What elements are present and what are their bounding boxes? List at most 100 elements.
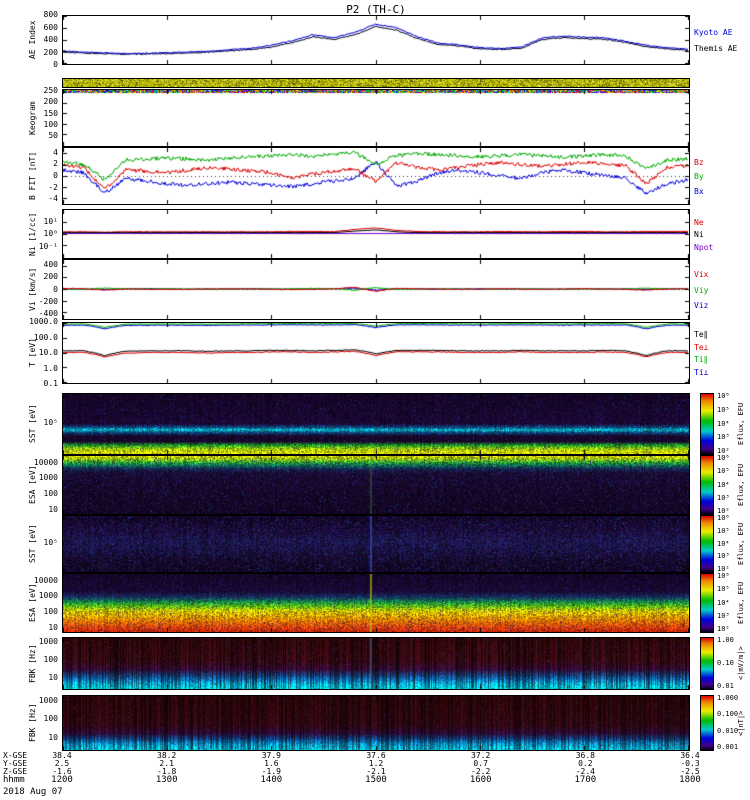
panel-bfield: [62, 147, 690, 205]
fbk-efield-canvas: [63, 638, 689, 689]
legend-label: Bz: [694, 158, 704, 167]
colorbar-tick-label: 1.00: [717, 636, 734, 644]
y-tick-label: 200: [43, 48, 58, 57]
y-tick-label: 0: [53, 285, 58, 294]
colorbar-tick-label: 10⁵: [717, 467, 730, 475]
y-tick-label: 100: [43, 489, 58, 498]
panel-fbk-efield-spectrogram: [62, 637, 690, 690]
colorbar-tick-label: 10⁵: [717, 527, 730, 535]
row-value: -0.3: [680, 759, 700, 768]
colorbar-unit-label: <|nT|>: [737, 710, 745, 736]
date-label: 2018 Aug 07: [3, 787, 63, 797]
colorbar-tick-label: 10⁴: [717, 481, 730, 489]
y-tick-label: 10⁵: [43, 418, 58, 427]
panel-esa-electron-spectrogram: [62, 455, 690, 515]
colorbar-tick-label: 10³: [717, 433, 730, 441]
panel-sst-ion-spectrogram: [62, 515, 690, 573]
y-tick-label: 10: [48, 673, 58, 682]
row-header: Y-GSE: [3, 759, 28, 768]
y-tick-label: 10⁵: [43, 538, 58, 547]
row-value: 37.2: [471, 751, 491, 760]
temperature-canvas: [63, 323, 689, 383]
panel-velocity: [62, 259, 690, 320]
panel-roi-strip: [62, 78, 690, 88]
y-tick-label: 100: [43, 714, 58, 723]
colorbar-unit-label: Eflux, EFU: [737, 402, 745, 446]
legend-label: Te⊥: [694, 343, 709, 352]
y-tick-label: -2: [48, 183, 58, 192]
panel-ae-index: [62, 15, 690, 65]
colorbar-tick-label: 1.000: [717, 694, 739, 702]
colorbar-tick-label: 0.001: [717, 743, 739, 751]
colorbar-unit-label: Eflux, EFU: [737, 463, 745, 507]
legend-label: Te∥: [694, 330, 708, 339]
legend-label: Themis AE: [694, 44, 738, 53]
density-canvas: [63, 210, 689, 258]
colorbar-tick-label: 0.010: [717, 727, 739, 735]
row-value: 2.1: [159, 759, 174, 768]
legend-label: Ti⊥: [694, 368, 709, 377]
y-tick-label: 0.1: [43, 379, 58, 388]
colorbar-tick-label: 10⁶: [717, 454, 730, 462]
x-tick-label: 1800: [679, 775, 701, 785]
row-header: X-GSE: [3, 751, 28, 760]
row-value: 2.5: [54, 759, 70, 768]
y-tick-label: 10: [48, 505, 58, 514]
y-tick-label: 50: [48, 131, 58, 140]
y-tick-label: 400: [43, 260, 58, 269]
y-tick-label: 1000: [38, 473, 58, 482]
row-value: -2.4: [575, 767, 595, 776]
y-tick-label: 100.0: [33, 333, 58, 342]
row-value: 36.8: [575, 751, 595, 760]
colorbar-tick-label: 0.01: [717, 682, 734, 690]
legend-label: Ni: [694, 230, 704, 239]
x-tick-label: 1700: [574, 775, 597, 785]
legend-label: Bx: [694, 187, 704, 196]
y-tick-label: 2: [53, 159, 58, 168]
row-value: 38.4: [52, 751, 72, 760]
row-value: 0.7: [473, 759, 488, 768]
colorbar-sst-electron: [700, 393, 714, 455]
legend-label: Vix: [694, 270, 709, 279]
colorbar-tick-label: 10²: [717, 507, 730, 515]
x-tick-label: 1500: [365, 775, 387, 785]
y-tick-label: 1000: [38, 696, 58, 705]
y-tick-label: 0: [53, 60, 58, 69]
panel-sst-electron-spectrogram: [62, 393, 690, 455]
row-value: 37.6: [366, 751, 386, 760]
row-value: -2.2: [471, 767, 491, 776]
x-tick-label: 1400: [260, 775, 283, 785]
row-value: 0.2: [578, 759, 593, 768]
y-tick-label: 100: [43, 607, 58, 616]
y-tick-label: 1000: [38, 637, 58, 646]
row-value: -1.9: [261, 767, 281, 776]
y-tick-label: 400: [43, 35, 58, 44]
row-value: 36.4: [680, 751, 700, 760]
keogram-canvas: [63, 90, 689, 146]
colorbar-tick-label: 10⁶: [717, 572, 730, 580]
row-header: hhmm: [3, 775, 25, 785]
y-tick-label: 10⁰: [43, 229, 58, 238]
sst-electron-canvas: [63, 394, 689, 454]
y-tick-label: -200: [38, 297, 58, 306]
colorbar-tick-label: 10⁴: [717, 599, 730, 607]
legend-label: Ne: [694, 218, 704, 227]
fbk-bfield-canvas: [63, 696, 689, 750]
colorbar-tick-label: 0.100: [717, 710, 739, 718]
y-tick-label: 800: [43, 10, 58, 19]
y-tick-label: 600: [43, 23, 58, 32]
colorbar-fbk-efield: [700, 637, 714, 690]
colorbar-tick-label: 10⁴: [717, 420, 730, 428]
row-value: 1.2: [368, 759, 384, 768]
y-tick-label: 10000: [33, 576, 58, 585]
panel-temperature: [62, 322, 690, 384]
y-tick-label: 10.0: [38, 348, 58, 357]
colorbar-unit-label: <|mV/m|>: [737, 646, 745, 681]
y-tick-label: 200: [43, 272, 58, 281]
colorbar-tick-label: 10⁶: [717, 392, 730, 400]
x-tick-label: 1200: [51, 775, 73, 785]
y-tick-label: 10: [48, 733, 58, 742]
row-header: Z-GSE: [3, 767, 28, 776]
legend-label: Npot: [694, 243, 714, 252]
